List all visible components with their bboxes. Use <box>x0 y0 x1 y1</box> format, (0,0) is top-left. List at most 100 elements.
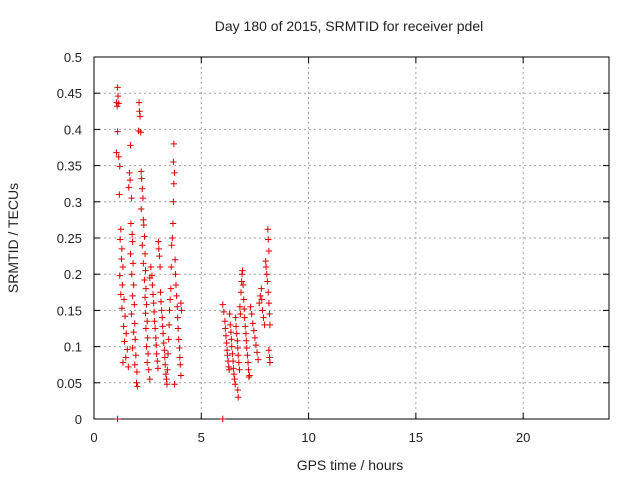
data-point <box>161 354 169 361</box>
x-tick-label: 20 <box>516 430 530 445</box>
data-point <box>175 336 182 343</box>
data-point <box>256 299 263 307</box>
x-tick-label: 5 <box>198 430 205 445</box>
data-point <box>241 314 248 321</box>
data-point <box>235 352 242 359</box>
data-point <box>150 308 158 316</box>
data-point <box>157 289 164 296</box>
data-point <box>173 292 180 300</box>
data-point <box>222 325 229 332</box>
data-point <box>174 303 181 310</box>
data-point <box>159 330 167 337</box>
data-point <box>261 321 268 329</box>
data-point <box>148 272 156 279</box>
data-point <box>266 321 274 329</box>
data-point <box>231 375 238 383</box>
data-point <box>116 272 123 279</box>
data-point <box>147 263 155 271</box>
data-point <box>144 359 151 366</box>
y-axis-title: SRMTID / TECUs <box>5 183 21 293</box>
data-point <box>246 372 253 379</box>
data-point <box>171 381 178 388</box>
data-point <box>245 373 253 381</box>
data-point <box>168 242 175 249</box>
data-point <box>151 325 159 332</box>
data-point <box>141 294 149 301</box>
data-point <box>170 158 177 166</box>
data-point <box>170 180 178 187</box>
x-axis-title: GPS time / hours <box>297 457 404 473</box>
data-point <box>240 296 247 303</box>
data-point <box>114 92 122 100</box>
data-point <box>127 250 134 258</box>
data-point <box>227 321 234 329</box>
data-point <box>141 250 149 258</box>
data-point <box>253 349 261 356</box>
data-point <box>174 325 182 332</box>
data-point <box>234 337 241 345</box>
data-point <box>220 308 228 316</box>
data-point <box>137 129 144 136</box>
data-point <box>138 168 145 175</box>
data-point <box>234 386 241 394</box>
data-point <box>245 366 252 373</box>
data-point <box>159 314 166 321</box>
data-point <box>232 314 239 321</box>
data-point <box>125 184 132 191</box>
data-point <box>221 318 229 325</box>
data-point <box>128 310 135 318</box>
data-point <box>239 281 247 289</box>
data-point <box>265 299 273 307</box>
data-point <box>118 305 126 312</box>
data-point <box>128 231 136 238</box>
y-tick-label: 0.4 <box>64 122 82 137</box>
data-point <box>134 383 141 390</box>
y-tick-label: 0.3 <box>64 195 82 210</box>
data-point <box>138 175 145 182</box>
data-point <box>130 328 137 336</box>
data-point <box>116 191 123 198</box>
data-point <box>149 281 156 289</box>
data-point <box>142 310 149 317</box>
data-point <box>241 305 248 313</box>
data-point <box>151 318 158 325</box>
data-point <box>140 260 147 267</box>
data-point <box>262 263 270 271</box>
data-point <box>251 334 259 342</box>
data-point <box>247 303 254 310</box>
data-point <box>129 344 136 352</box>
data-point <box>120 296 128 303</box>
data-point <box>177 372 185 379</box>
data-point <box>142 325 150 332</box>
data-point <box>114 415 121 423</box>
x-axis: 0 5 10 15 20 <box>90 57 530 445</box>
data-point <box>116 163 123 170</box>
data-point <box>242 330 250 337</box>
data-point <box>242 323 249 330</box>
data-point <box>174 314 181 321</box>
data-point <box>146 375 153 383</box>
data-point <box>139 185 146 192</box>
data-point <box>136 108 143 115</box>
data-point <box>257 292 264 300</box>
data-point <box>167 285 175 292</box>
data-point <box>132 336 139 343</box>
data-point <box>230 370 238 378</box>
data-point <box>164 350 172 358</box>
data-point <box>235 359 243 366</box>
data-point <box>232 323 240 330</box>
data-point <box>244 359 252 366</box>
data-point <box>162 361 169 368</box>
data-point <box>254 356 262 363</box>
data-point <box>169 234 176 242</box>
data-point <box>250 327 258 334</box>
data-point <box>131 361 138 368</box>
data-point <box>125 363 132 371</box>
data-point <box>264 226 272 233</box>
data-point <box>138 205 145 213</box>
data-point <box>118 255 125 263</box>
data-point <box>153 350 160 358</box>
data-point <box>226 310 233 318</box>
data-point <box>117 226 125 233</box>
data-point <box>228 343 235 350</box>
